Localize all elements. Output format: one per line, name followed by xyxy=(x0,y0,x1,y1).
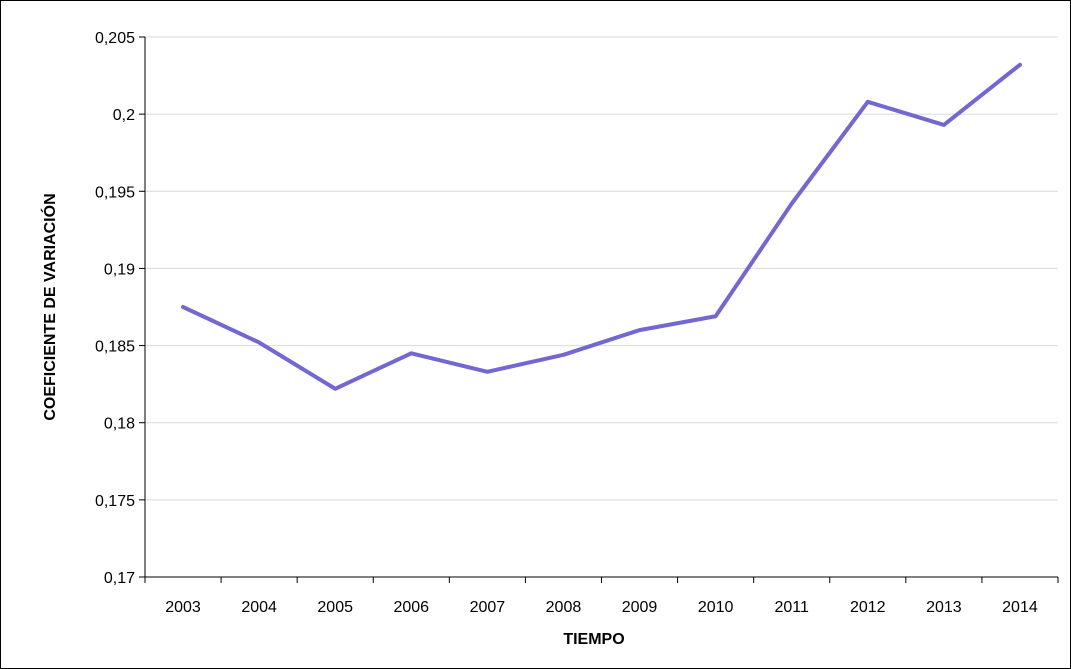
series xyxy=(181,62,1022,391)
x-axis-ticks: 2003 2004 2005 2006 2007 2008 2009 2010 2011 2012… xyxy=(144,577,1059,616)
y-axis-title: COEFICIENTE DE VARIACIÓN xyxy=(40,193,59,420)
gridlines xyxy=(145,36,1058,501)
y-tick-label: 0,185 xyxy=(95,339,135,356)
x-tick-label: 2007 xyxy=(470,599,506,616)
x-tick-label: 2004 xyxy=(241,599,277,616)
y-tick-label: 0,195 xyxy=(95,184,135,201)
y-tick-label: 0,17 xyxy=(104,570,135,587)
x-tick-label: 2011 xyxy=(775,599,810,616)
x-tick-label: 2014 xyxy=(1002,599,1038,616)
x-tick-label: 2006 xyxy=(393,599,429,616)
y-tick-label: 0,19 xyxy=(104,261,135,278)
x-tick-label: 2008 xyxy=(546,599,582,616)
x-tick-label: 2009 xyxy=(622,599,658,616)
x-tick-label: 2003 xyxy=(165,599,201,616)
y-tick-label: 0,18 xyxy=(104,416,135,433)
x-tick-label: 2013 xyxy=(926,599,962,616)
x-tick-label: 2010 xyxy=(698,599,734,616)
x-tick-label: 2005 xyxy=(317,599,353,616)
y-tick-label: 0,2 xyxy=(113,107,135,124)
y-tick-label: 0,205 xyxy=(95,30,135,47)
x-tick-label: 2012 xyxy=(850,599,886,616)
y-axis-ticks: 0,17 0,175 0,18 0,185 0,19 0,195 0,2 0,205 xyxy=(95,30,145,587)
x-axis-title: TIEMPO xyxy=(563,631,624,648)
y-tick-label: 0,175 xyxy=(95,493,135,510)
series-line xyxy=(181,62,1022,391)
